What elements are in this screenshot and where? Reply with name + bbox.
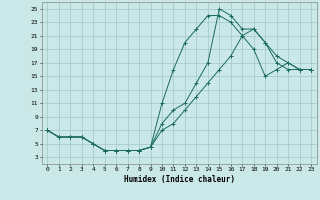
- X-axis label: Humidex (Indice chaleur): Humidex (Indice chaleur): [124, 175, 235, 184]
